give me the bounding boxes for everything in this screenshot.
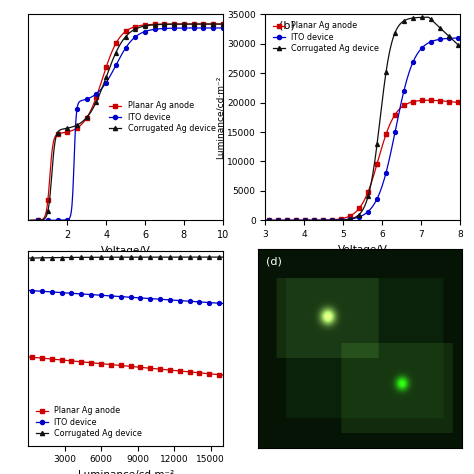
Legend: Planar Ag anode, ITO device, Corrugated Ag device: Planar Ag anode, ITO device, Corrugated … xyxy=(269,18,383,56)
X-axis label: Voltage/V: Voltage/V xyxy=(100,246,151,255)
Y-axis label: Luminance/cd·m⁻²: Luminance/cd·m⁻² xyxy=(215,76,224,159)
Text: (b): (b) xyxy=(279,20,295,30)
X-axis label: Voltage/V: Voltage/V xyxy=(337,245,388,255)
Text: (d): (d) xyxy=(266,257,283,267)
Legend: Planar Ag anode, ITO device, Corrugated Ag device: Planar Ag anode, ITO device, Corrugated … xyxy=(106,98,219,137)
Legend: Planar Ag anode, ITO device, Corrugated Ag device: Planar Ag anode, ITO device, Corrugated … xyxy=(32,403,146,442)
X-axis label: Luminance/cd·m⁻²: Luminance/cd·m⁻² xyxy=(78,470,173,474)
